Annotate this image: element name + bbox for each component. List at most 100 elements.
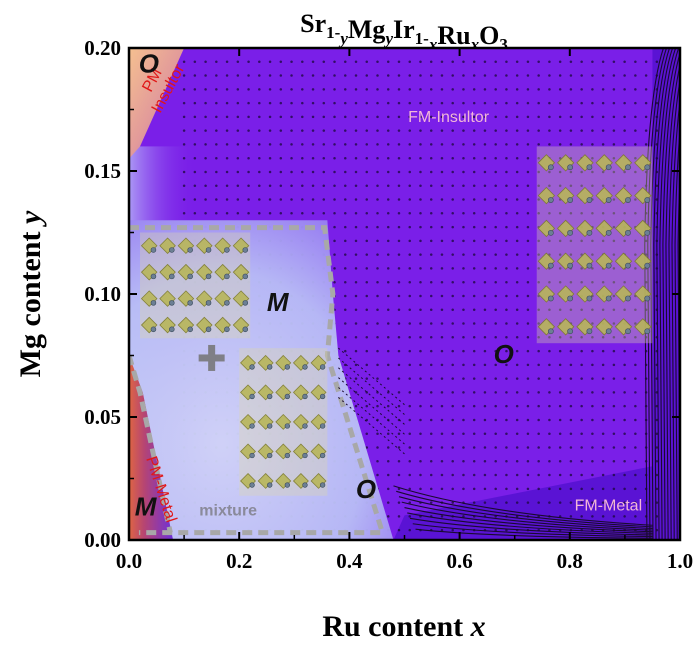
sample-dot bbox=[301, 60, 304, 64]
octahedron bbox=[232, 316, 250, 334]
sample-dot bbox=[548, 349, 551, 353]
y-tick-label: 0.15 bbox=[84, 159, 121, 183]
sample-dot bbox=[462, 253, 465, 256]
octahedron bbox=[557, 285, 575, 303]
sample-dot bbox=[601, 515, 605, 518]
phase-letter-o: O bbox=[139, 49, 159, 79]
sample-dot bbox=[505, 446, 508, 449]
sample-dot bbox=[537, 418, 540, 422]
phase-letter-o: O bbox=[494, 339, 514, 369]
sample-dot bbox=[494, 404, 497, 408]
sample-dot bbox=[494, 239, 497, 243]
sample-dot bbox=[591, 460, 594, 463]
title-part: O bbox=[479, 21, 499, 50]
sample-dot bbox=[634, 432, 637, 435]
sample-dot bbox=[193, 184, 197, 188]
sample-dot bbox=[494, 377, 497, 380]
sample-dot bbox=[354, 156, 358, 160]
sample-dot bbox=[505, 308, 508, 311]
cation-atom bbox=[547, 328, 554, 335]
sample-dot bbox=[301, 156, 304, 160]
sample-dot bbox=[558, 487, 562, 491]
sample-dot bbox=[365, 184, 369, 188]
sample-dot bbox=[354, 280, 358, 284]
sample-dot bbox=[344, 349, 347, 353]
sample-dot bbox=[182, 170, 186, 174]
sample-dot bbox=[526, 446, 530, 449]
sample-dot bbox=[612, 267, 616, 270]
sample-dot bbox=[365, 267, 369, 270]
sample-dot bbox=[408, 460, 411, 463]
cation-atom bbox=[150, 300, 157, 306]
sample-dot bbox=[601, 391, 605, 394]
sample-dot bbox=[634, 129, 637, 132]
sample-dot bbox=[548, 129, 551, 132]
sample-dot bbox=[505, 129, 508, 132]
cation-atom bbox=[605, 197, 612, 203]
sample-dot bbox=[322, 143, 326, 146]
region-label-fm-insultor: FM-Insultor bbox=[408, 109, 490, 126]
cation-atom bbox=[586, 328, 593, 335]
sample-dot bbox=[419, 60, 422, 64]
sample-dot bbox=[505, 404, 508, 408]
right-edge-contours bbox=[644, 48, 680, 540]
sample-dot bbox=[225, 212, 229, 215]
sample-dot bbox=[580, 363, 583, 367]
sample-dot bbox=[419, 418, 422, 422]
cation-atom bbox=[284, 452, 291, 459]
sample-dot bbox=[580, 88, 583, 91]
cation-atom bbox=[169, 300, 175, 306]
sample-dot bbox=[494, 156, 497, 160]
cation-atom bbox=[267, 482, 273, 488]
sample-dot bbox=[279, 143, 283, 146]
title-part: 1- bbox=[326, 23, 341, 42]
sample-dot bbox=[612, 432, 616, 435]
sample-dot bbox=[333, 60, 336, 64]
sample-dot bbox=[591, 432, 594, 435]
sample-dot bbox=[591, 308, 594, 311]
sample-dot bbox=[462, 363, 465, 367]
sample-dot bbox=[462, 404, 465, 408]
sample-dot bbox=[505, 170, 508, 174]
sample-dot bbox=[580, 143, 583, 146]
sample-dot bbox=[591, 60, 594, 64]
sample-dot bbox=[580, 515, 583, 518]
sample-dot bbox=[408, 404, 411, 408]
sample-dot bbox=[462, 156, 465, 160]
sample-dot bbox=[558, 170, 562, 174]
sample-dot bbox=[472, 184, 476, 188]
sample-dot bbox=[429, 460, 433, 463]
sample-dot bbox=[526, 198, 530, 201]
sample-dot bbox=[494, 115, 497, 119]
sample-dot bbox=[344, 156, 347, 160]
sample-dot bbox=[301, 143, 304, 146]
sample-dot bbox=[462, 280, 465, 284]
sample-dot bbox=[397, 60, 401, 64]
sample-dot bbox=[494, 225, 497, 229]
sample-dot bbox=[569, 88, 573, 91]
sample-dot bbox=[526, 336, 530, 339]
sample-dot bbox=[440, 294, 444, 298]
sample-dot bbox=[258, 88, 261, 91]
sample-dot bbox=[376, 239, 379, 243]
chart-title: Sr1-yMgyIr1-xRuxO3 bbox=[300, 9, 508, 54]
sample-dot bbox=[569, 239, 573, 243]
sample-dot bbox=[505, 267, 508, 270]
sample-dot bbox=[397, 212, 401, 215]
sample-dot bbox=[515, 391, 519, 394]
sample-dot bbox=[408, 487, 411, 491]
sample-dot bbox=[440, 239, 444, 243]
sample-dot bbox=[386, 267, 390, 270]
sample-dot bbox=[537, 239, 540, 243]
sample-dot bbox=[193, 170, 197, 174]
sample-dot bbox=[440, 336, 444, 339]
pm-insulator-region bbox=[129, 48, 185, 159]
sample-dot bbox=[236, 198, 240, 201]
sample-dot bbox=[440, 322, 444, 325]
sample-dot bbox=[515, 156, 519, 160]
title-part: Ru bbox=[437, 21, 470, 50]
sample-dot bbox=[322, 156, 326, 160]
sample-dot bbox=[333, 212, 336, 215]
cation-atom bbox=[319, 482, 326, 488]
sample-dot bbox=[483, 460, 487, 463]
